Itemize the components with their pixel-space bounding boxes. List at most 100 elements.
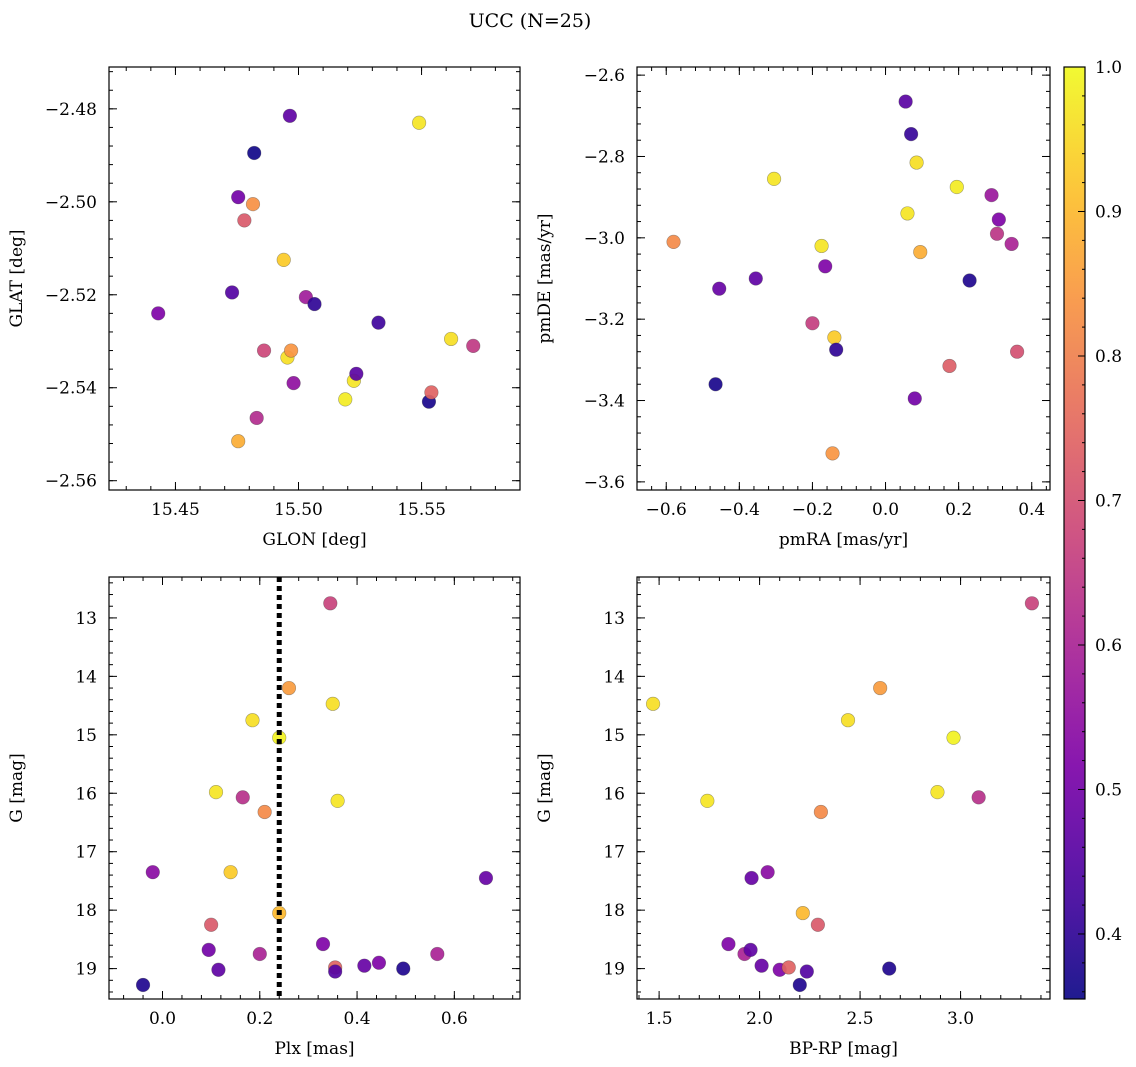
scatter-point	[909, 155, 924, 170]
x-tick-label: 1.5	[646, 1009, 673, 1029]
scatter-point	[907, 391, 922, 406]
scatter-point	[991, 212, 1006, 227]
scatter-point	[201, 942, 216, 958]
y-tick-label: −2.6	[584, 66, 625, 86]
scatter-point	[792, 977, 807, 993]
x-tick-label: 3.0	[947, 1009, 974, 1029]
scatter-point	[827, 330, 842, 345]
scatter-point	[284, 343, 299, 358]
scatter-point	[478, 870, 494, 886]
x-axis-label: BP-RP [mag]	[789, 1039, 898, 1059]
y-tick-label: −2.48	[45, 100, 97, 120]
scatter-point	[315, 936, 331, 952]
scatter-point	[898, 94, 913, 109]
scatter-point	[814, 238, 829, 254]
scatter-point	[810, 917, 825, 932]
scatter-point	[323, 596, 338, 611]
scatter-point	[799, 964, 814, 979]
scatter-point	[818, 259, 833, 274]
x-tick-label: −0.2	[792, 500, 833, 520]
x-tick-label: 15.55	[397, 500, 446, 520]
scatter-point	[712, 281, 727, 296]
scatter-point	[245, 713, 260, 728]
scatter-point	[813, 804, 828, 820]
x-tick-label: −0.4	[719, 500, 760, 520]
x-tick-label: 0.2	[945, 500, 972, 520]
scatter-point	[721, 936, 736, 952]
y-tick-label: 14	[603, 667, 625, 687]
scatter-point	[371, 955, 387, 970]
scatter-point	[325, 696, 340, 711]
scatter-point	[204, 917, 219, 932]
scatter-point	[904, 127, 919, 142]
y-tick-label: 17	[603, 843, 625, 863]
scatter-point	[286, 375, 301, 391]
scatter-point	[430, 946, 445, 962]
scatter-point	[666, 234, 681, 249]
scatter-point	[766, 171, 782, 186]
x-axis-label: GLON [deg]	[262, 530, 366, 550]
scatter-point	[330, 793, 345, 808]
minor-ticks	[636, 67, 1050, 490]
y-axis-label: pmDE [mas/yr]	[535, 213, 555, 343]
y-tick-label: 18	[75, 901, 97, 921]
y-tick-label: −3.2	[584, 310, 625, 330]
y-tick-label: −3.6	[584, 473, 625, 493]
y-tick-label: 19	[603, 960, 625, 980]
scatter-point	[748, 271, 763, 286]
scatter-point	[282, 108, 297, 123]
scatter-point	[962, 273, 977, 288]
scatter-point	[231, 190, 246, 205]
minor-ticks	[109, 577, 520, 999]
scatter-point	[781, 960, 796, 975]
x-tick-label: 0.0	[149, 1009, 176, 1029]
x-tick-label: −0.6	[646, 500, 687, 520]
scatter-point	[466, 338, 481, 354]
scatter-point	[1010, 344, 1025, 359]
scatter-point	[424, 385, 439, 400]
scatter-point	[971, 790, 986, 805]
y-axis-label: G [mag]	[7, 753, 27, 822]
y-tick-label: 17	[75, 843, 97, 863]
scatter-point	[135, 977, 151, 993]
x-tick-label: 0.6	[441, 1009, 468, 1029]
minor-ticks	[637, 577, 1050, 999]
points	[666, 94, 1025, 461]
y-axis-label: G [mag]	[535, 753, 555, 822]
scatter-point	[1004, 236, 1019, 252]
axes-frame	[108, 66, 521, 491]
scatter-point	[224, 285, 240, 300]
scatter-point	[443, 331, 459, 347]
scatter-point	[700, 793, 715, 808]
y-tick-label: −2.50	[45, 193, 97, 213]
scatter-point	[328, 964, 343, 979]
scatter-point	[840, 713, 856, 728]
scatter-point	[930, 784, 945, 800]
scatter-point	[276, 252, 291, 268]
y-tick-label: 15	[603, 726, 625, 746]
colorbar-tick-label: 0.5	[1095, 780, 1122, 800]
scatter-point	[743, 942, 758, 958]
scatter-point	[411, 115, 427, 130]
y-tick-label: 13	[75, 609, 97, 629]
x-axis-label: Plx [mas]	[274, 1039, 354, 1059]
y-tick-label: −2.54	[45, 379, 97, 399]
scatter-point	[223, 865, 238, 880]
scatter-point	[338, 392, 353, 407]
colorbar-tick-label: 0.9	[1095, 202, 1122, 222]
x-tick-label: 2.0	[746, 1009, 773, 1029]
axes-frame	[636, 66, 1051, 491]
points	[645, 596, 1040, 993]
scatter-point	[946, 730, 961, 745]
x-tick-label: 2.5	[847, 1009, 874, 1029]
colorbar-frame	[1063, 66, 1086, 1000]
x-tick-label: 0.0	[872, 500, 899, 520]
colorbar: 0.4 0.5 0.6 0.7 0.8 0.9 1.0	[1063, 58, 1122, 1000]
points	[151, 108, 481, 449]
x-tick-label: 0.4	[344, 1009, 371, 1029]
figure-title: UCC (N=25)	[469, 10, 592, 32]
colorbar-tick-label: 0.8	[1095, 347, 1122, 367]
scatter-point	[247, 145, 262, 161]
x-tick-label: 15.45	[151, 500, 200, 520]
